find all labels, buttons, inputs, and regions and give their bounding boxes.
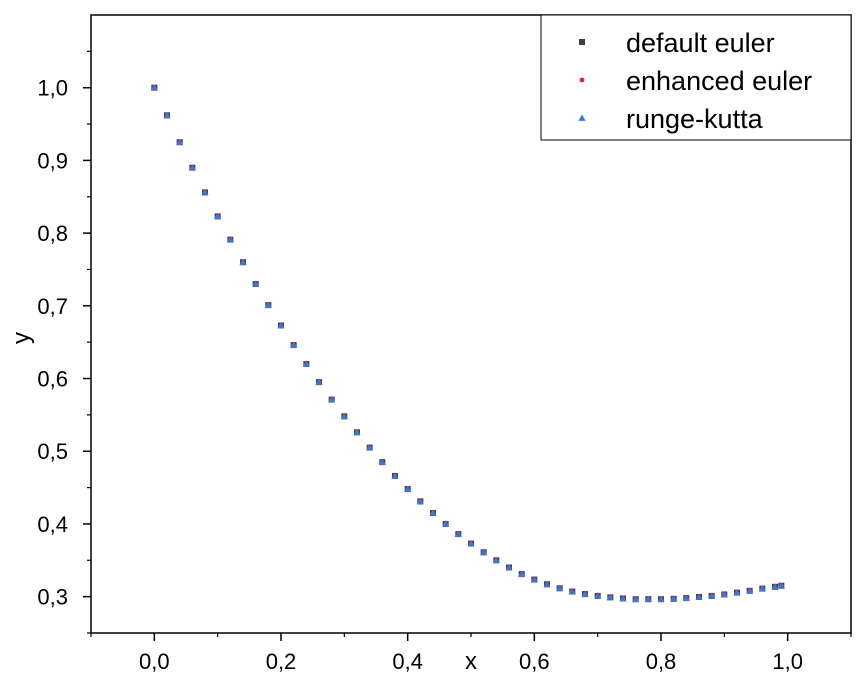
data-point — [252, 280, 260, 287]
series-triangle — [150, 84, 785, 603]
legend-label: runge-kutta — [626, 104, 764, 134]
y-tick-label: 0,8 — [37, 221, 68, 246]
x-axis-ticks: 0,0 0,2 0,4 0,6 0,8 1,0 — [90, 633, 852, 674]
data-point — [492, 556, 500, 564]
x-tick-label: 0,2 — [266, 649, 297, 674]
data-point — [505, 563, 513, 571]
data-point — [163, 111, 171, 119]
legend-marker — [579, 39, 585, 45]
data-point — [467, 539, 475, 547]
data-point — [771, 583, 779, 590]
y-tick-label: 1,0 — [37, 76, 68, 101]
data-point — [480, 548, 488, 556]
data-point — [733, 589, 741, 596]
data-point — [632, 595, 640, 603]
data-point — [720, 590, 728, 598]
data-point — [378, 458, 386, 466]
y-tick-label: 0,6 — [37, 367, 68, 392]
data-point — [391, 472, 399, 479]
legend-box — [540, 14, 852, 141]
data-point — [150, 84, 158, 91]
y-tick-label: 0,9 — [37, 148, 68, 173]
legend-marker — [578, 114, 586, 121]
data-point — [239, 258, 247, 266]
x-tick-label: 0,8 — [646, 649, 677, 674]
data-point — [366, 444, 374, 451]
data-point — [581, 590, 589, 597]
data-point — [530, 575, 538, 583]
y-axis-title: y — [8, 332, 35, 344]
y-tick-label: 0,3 — [37, 585, 68, 610]
legend: default euler enhanced euler runge-kutta — [540, 14, 852, 141]
data-point — [315, 378, 323, 386]
data-point — [758, 585, 766, 592]
data-point — [746, 587, 754, 594]
y-tick-label: 0,7 — [37, 294, 68, 319]
data-point — [708, 592, 716, 599]
data-point — [695, 593, 703, 600]
data-point — [264, 301, 272, 308]
data-point — [454, 530, 462, 537]
data-point — [670, 595, 678, 602]
data-point — [594, 592, 602, 599]
x-tick-label: 0,4 — [392, 649, 423, 674]
y-tick-label: 0,5 — [37, 439, 68, 464]
legend-label: default euler — [626, 28, 775, 58]
data-point — [201, 188, 209, 196]
data-point — [302, 360, 310, 367]
data-point — [214, 212, 222, 220]
data-point — [416, 497, 424, 505]
legend-label: enhanced euler — [626, 66, 812, 96]
data-point — [188, 164, 196, 171]
data-point — [442, 520, 450, 527]
data-point — [404, 485, 412, 492]
data-point — [328, 396, 336, 403]
data-point — [777, 582, 785, 589]
x-tick-label: 0,0 — [139, 649, 170, 674]
data-point — [429, 509, 437, 516]
data-point — [340, 412, 348, 420]
data-point — [682, 594, 690, 601]
data-marks — [150, 84, 785, 603]
data-point — [644, 595, 652, 603]
data-point — [568, 587, 576, 595]
data-point — [518, 570, 526, 577]
legend-marker — [579, 77, 585, 83]
y-axis-ticks: 0,3 0,4 0,5 0,6 0,7 0,8 0,9 1,0 — [37, 50, 91, 634]
y-tick-label: 0,4 — [37, 512, 68, 537]
data-point — [543, 580, 551, 588]
data-point — [353, 428, 361, 436]
data-point — [226, 236, 234, 243]
x-tick-label: 0,6 — [519, 649, 550, 674]
data-point — [176, 138, 184, 146]
data-point — [277, 321, 285, 329]
data-point — [556, 584, 564, 592]
data-point — [619, 594, 627, 602]
data-point — [606, 593, 614, 601]
x-tick-label: 1,0 — [772, 649, 803, 674]
data-point — [290, 341, 298, 348]
data-point — [657, 595, 665, 603]
x-axis-title: x — [465, 648, 477, 675]
